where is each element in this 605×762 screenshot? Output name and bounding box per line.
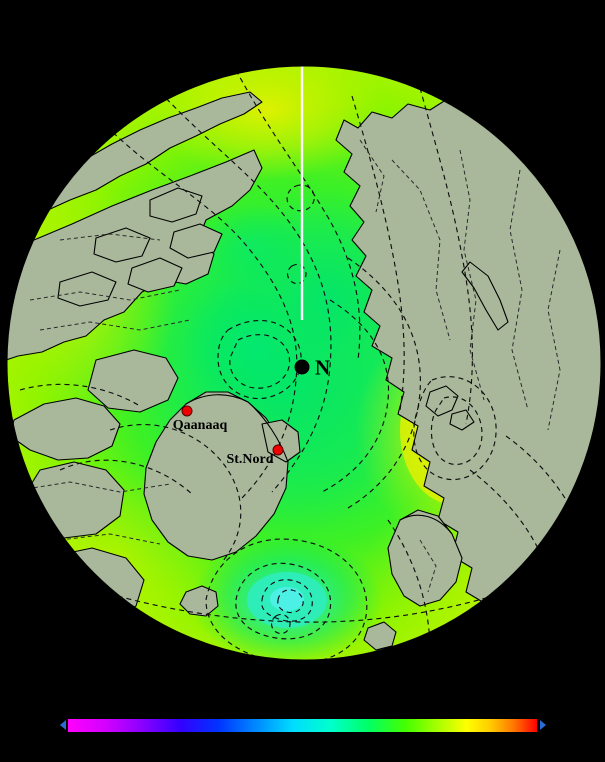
polar-map-svg[interactable] bbox=[0, 0, 605, 690]
land-polygons bbox=[7, 91, 601, 651]
colorbar-right-arrow-icon bbox=[540, 720, 546, 730]
globe-outline bbox=[6, 65, 602, 661]
polar-map-stage[interactable]: N Qaanaaq St.Nord bbox=[0, 0, 605, 690]
land-baffin bbox=[87, 349, 179, 413]
land-scandinavia bbox=[387, 509, 463, 607]
marker-st-nord[interactable] bbox=[272, 444, 284, 456]
land-arctic-archipelago-2 bbox=[93, 227, 151, 263]
rainbow-colorbar[interactable] bbox=[68, 719, 537, 732]
land-british-isles bbox=[363, 621, 397, 651]
label-qaanaaq: Qaanaaq bbox=[172, 418, 228, 433]
land-arctic-archipelago-1 bbox=[149, 187, 203, 223]
north-pole-marker bbox=[294, 359, 310, 375]
land-iceland bbox=[179, 585, 219, 617]
colorbar-left-arrow-icon bbox=[60, 720, 66, 730]
colorbar-area bbox=[0, 690, 605, 762]
land-eurasia bbox=[335, 95, 601, 649]
marker-qaanaaq[interactable] bbox=[181, 405, 193, 417]
land-alaska bbox=[9, 397, 121, 461]
north-pole-label: N bbox=[315, 355, 331, 380]
land-arctic-archipelago-5 bbox=[169, 223, 223, 259]
land-greenland-ne-lobe bbox=[261, 419, 301, 463]
land-novaya-zemlya bbox=[461, 261, 509, 331]
land-arctic-archipelago-3 bbox=[57, 271, 117, 307]
land-arctic-archipelago-4 bbox=[127, 257, 183, 293]
label-st-nord: St.Nord bbox=[226, 452, 274, 467]
coastlines bbox=[185, 394, 453, 535]
political-borders bbox=[19, 139, 561, 593]
